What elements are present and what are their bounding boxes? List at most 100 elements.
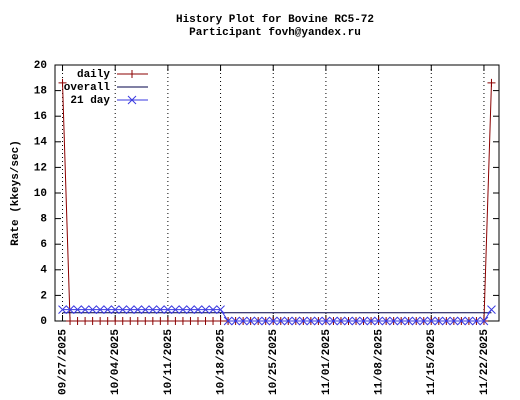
data-point [261,316,271,326]
x-tick-label: 10/18/2025 [215,329,227,395]
data-point [351,316,361,326]
data-point [216,317,225,325]
y-tick-label: 16 [34,111,47,123]
data-point [178,317,187,325]
y-tick-label: 6 [40,239,47,251]
data-point [193,305,203,314]
data-point [359,316,368,326]
x-tick-label: 09/27/2025 [57,329,69,395]
y-tick-label: 20 [34,60,47,72]
data-point [246,316,256,326]
data-point [178,305,188,314]
data-point [306,316,316,326]
data-point [411,316,421,326]
data-point [141,317,150,325]
data-point [464,316,474,326]
data-point [118,317,127,325]
data-point [253,316,263,326]
legend-marker [128,70,136,78]
data-point [381,316,391,326]
data-point [133,305,143,314]
data-point [111,317,120,325]
y-tick-label: 0 [40,316,47,328]
data-point [314,316,323,326]
y-tick-label: 12 [34,162,47,174]
data-point [268,316,278,326]
y-axis-label: Rate (kkeys/sec) [10,140,22,246]
data-point [336,316,346,326]
y-tick-label: 4 [40,265,47,277]
data-point [434,316,444,326]
x-tick-label: 10/11/2025 [163,329,175,395]
data-point [201,317,210,325]
legend-label: daily [77,69,110,81]
chart-subtitle: Participant fovh@yandex.ru [189,27,361,39]
data-point [80,305,90,314]
data-point [126,317,135,325]
data-point [133,317,142,325]
data-point [449,316,459,326]
legend-label: 21 day [70,95,110,107]
y-tick-label: 14 [34,137,48,149]
y-tick-label: 8 [40,214,47,226]
data-point [291,316,301,326]
data-point [389,316,398,326]
data-point [208,305,218,314]
data-point [344,316,353,326]
data-point [238,316,248,326]
data-point [298,316,308,326]
x-tick-label: 11/08/2025 [373,329,385,395]
x-tick-label: 11/22/2025 [479,329,491,395]
y-tick-label: 2 [40,290,47,302]
x-tick-label: 10/25/2025 [268,329,280,395]
data-point [58,78,67,87]
y-tick-label: 10 [34,188,47,200]
data-point [163,305,173,314]
data-point [125,305,135,314]
data-point [487,78,496,87]
series-line [62,309,492,322]
data-point [283,316,293,326]
data-point [148,305,158,314]
data-point [186,305,195,314]
data-point [223,316,233,326]
data-point [171,305,180,314]
data-point [186,317,195,325]
data-point [329,316,338,326]
data-point [156,317,165,325]
y-tick-label: 18 [34,86,48,98]
data-point [103,317,112,325]
data-point [65,305,75,314]
data-point [209,317,218,325]
data-point [426,316,436,326]
data-point [95,305,105,314]
data-point [81,317,90,325]
data-point [374,316,383,326]
data-point [396,316,406,326]
data-point [88,305,97,314]
data-point [171,317,180,325]
data-point [140,305,150,314]
chart-title: History Plot for Bovine RC5-72 [176,14,374,26]
data-point [472,316,481,326]
data-point [118,305,128,314]
data-point [487,305,496,314]
x-tick-label: 11/15/2025 [426,329,438,395]
data-point [88,317,97,325]
data-point [66,317,75,325]
data-point [216,305,225,314]
data-point [156,305,165,314]
x-tick-label: 10/04/2025 [110,329,122,395]
data-point [103,305,113,314]
data-point [321,316,331,326]
data-point [201,305,210,314]
data-point [276,316,286,326]
data-point [479,316,489,326]
data-point [441,316,451,326]
data-point [73,305,82,314]
data-point [73,317,82,325]
data-point [193,317,202,325]
data-point [58,305,67,314]
